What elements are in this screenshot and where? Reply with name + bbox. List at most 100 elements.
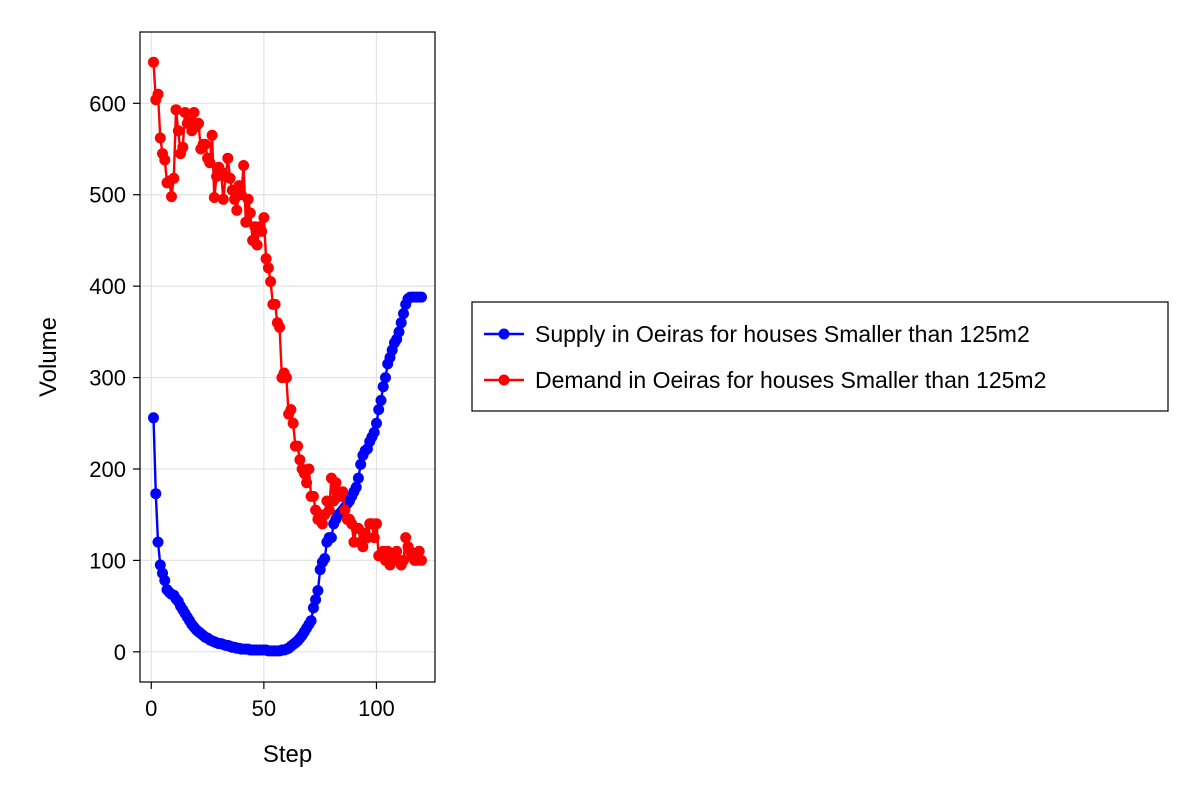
data-point (416, 554, 427, 566)
data-point (193, 117, 204, 129)
data-point (265, 276, 277, 288)
data-point (380, 372, 391, 384)
data-point (152, 88, 164, 100)
data-point (148, 56, 159, 68)
data-point (400, 532, 412, 544)
data-point (373, 404, 385, 416)
data-point (150, 488, 162, 500)
data-point (305, 615, 317, 627)
data-point (217, 193, 229, 205)
data-point (224, 172, 236, 184)
data-point (287, 417, 299, 429)
data-point (242, 193, 254, 205)
data-point (222, 152, 234, 164)
y-tick-label: 200 (89, 457, 126, 482)
data-point (393, 326, 405, 338)
data-point (177, 141, 189, 153)
data-point (204, 157, 216, 169)
y-tick-label: 500 (89, 183, 126, 208)
data-point (292, 440, 304, 452)
legend-label: Supply in Oeiras for houses Smaller than… (535, 321, 1030, 347)
data-point (179, 107, 191, 118)
data-point (371, 417, 382, 429)
data-point (152, 536, 164, 548)
data-point (316, 518, 328, 530)
data-point (352, 472, 364, 484)
y-tick-label: 300 (89, 366, 126, 391)
data-point (357, 541, 369, 553)
y-tick-label: 100 (89, 548, 126, 573)
data-point (294, 454, 306, 466)
legend-box (471, 301, 1169, 412)
series-line (152, 295, 422, 653)
y-tick-label: 0 (114, 640, 126, 665)
data-point (256, 225, 268, 237)
data-point (285, 404, 297, 416)
legend: Supply in Oeiras for houses Smaller than… (471, 301, 1169, 412)
data-point (391, 545, 403, 557)
data-point (240, 216, 252, 228)
data-point (148, 412, 159, 424)
data-point (355, 458, 367, 470)
series-supply (148, 291, 427, 657)
data-point (231, 204, 243, 216)
series-line (152, 62, 423, 567)
x-tick-label: 100 (358, 696, 395, 721)
data-point (337, 486, 349, 498)
data-point (166, 191, 177, 203)
data-point (303, 463, 315, 475)
data-point (168, 172, 180, 184)
data-point (170, 104, 182, 116)
data-point (377, 381, 389, 393)
data-point (159, 575, 171, 586)
data-point (280, 372, 292, 384)
y-axis-label: Volume (35, 317, 62, 397)
y-tick-label: 400 (89, 274, 126, 299)
legend-entry: Demand in Oeiras for houses Smaller than… (484, 367, 1046, 393)
axes: 0 50 100 0 100 200 300 400 500 600 (89, 91, 395, 721)
data-point (368, 426, 380, 438)
x-tick-label: 0 (145, 696, 157, 721)
data-point (368, 532, 380, 544)
legend-marker (498, 374, 510, 386)
data-point (233, 180, 245, 192)
data-point (325, 532, 337, 544)
data-point (398, 308, 409, 320)
data-point (188, 107, 200, 118)
data-point (199, 138, 211, 150)
legend-marker (498, 328, 510, 340)
data-point (208, 192, 220, 203)
data-point (154, 132, 166, 144)
data-point (319, 553, 331, 565)
data-point (206, 129, 218, 141)
legend-label: Demand in Oeiras for houses Smaller than… (535, 367, 1046, 393)
legend-entry: Supply in Oeiras for houses Smaller than… (484, 321, 1030, 347)
data-point (244, 207, 256, 219)
x-tick-label: 50 (252, 696, 276, 721)
data-point (310, 594, 322, 606)
plot-frame (139, 31, 436, 683)
series-demand (148, 56, 427, 571)
data-point (375, 394, 387, 406)
data-point (323, 504, 335, 516)
x-axis-label: Step (263, 741, 312, 768)
data-point (371, 518, 382, 530)
y-tick-label: 600 (89, 91, 126, 116)
data-point (339, 504, 351, 516)
data-point (269, 298, 281, 310)
data-point (312, 585, 324, 597)
data-point (416, 291, 427, 303)
data-point (258, 212, 270, 224)
data-point (398, 554, 409, 566)
data-point (395, 317, 407, 329)
data-point (301, 477, 313, 489)
data-point (238, 160, 250, 171)
data-point (262, 262, 274, 274)
data-point (159, 154, 171, 166)
data-point (350, 481, 362, 493)
data-point (413, 545, 425, 557)
series-layer (148, 56, 427, 657)
gridlines (140, 32, 435, 682)
